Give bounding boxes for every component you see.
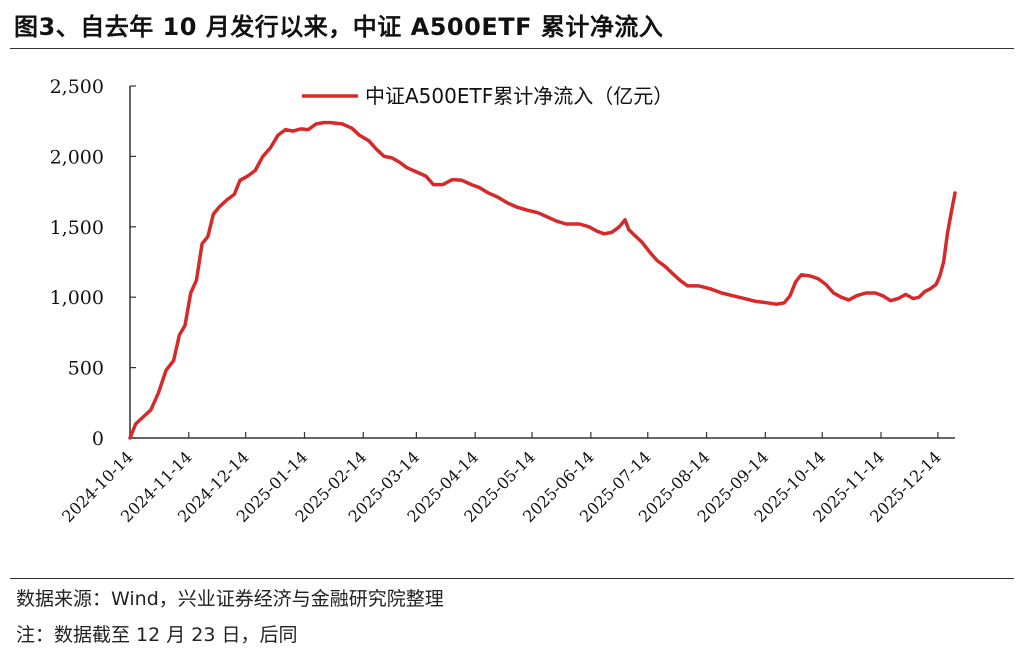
y-tick-label: 2,500 bbox=[50, 76, 104, 98]
y-tick-label: 2,000 bbox=[50, 146, 104, 168]
legend-label: 中证A500ETF累计净流入（亿元） bbox=[365, 84, 673, 108]
chart-axes bbox=[129, 86, 955, 439]
x-axis-ticks: 2024-10-142024-11-142024-12-142025-01-14… bbox=[58, 432, 945, 526]
chart-series bbox=[128, 120, 957, 440]
series-line bbox=[128, 120, 957, 440]
figure-title: 图3、自去年 10 月发行以来，中证 A500ETF 累计净流入 bbox=[14, 13, 664, 41]
bottom-rule bbox=[10, 578, 1014, 579]
source-note: 数据来源：Wind，兴业证券经济与金融研究院整理 bbox=[16, 588, 444, 610]
y-axis-ticks: 0 500 1,000 1,500 2,000 2,500 bbox=[50, 76, 136, 450]
top-rule bbox=[10, 48, 1014, 49]
y-tick-label: 0 bbox=[92, 428, 104, 450]
y-tick-label: 500 bbox=[68, 358, 104, 380]
chart: 0 500 1,000 1,500 2,000 2,500 2024-10-142024-… bbox=[50, 76, 957, 526]
y-tick-label: 1,000 bbox=[50, 287, 104, 309]
chart-legend: 中证A500ETF累计净流入（亿元） bbox=[302, 84, 673, 108]
y-tick-label: 1,500 bbox=[50, 217, 104, 239]
data-note: 注：数据截至 12 月 23 日，后同 bbox=[16, 624, 298, 646]
